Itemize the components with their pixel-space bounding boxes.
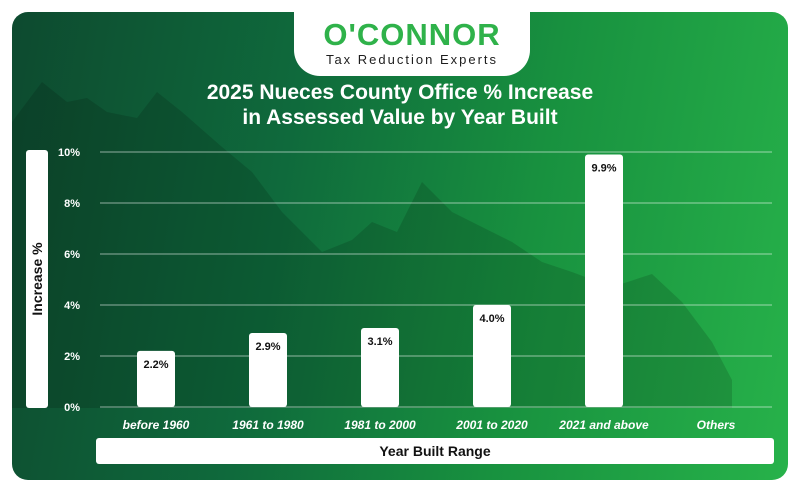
- x-axis-label: Year Built Range: [96, 438, 774, 464]
- x-tick-label: Others: [697, 418, 736, 432]
- bar-value-label: 9.9%: [591, 163, 616, 175]
- x-tick-label: before 1960: [123, 418, 190, 432]
- background-mountain-silhouette: [12, 82, 732, 408]
- bar: [585, 154, 623, 407]
- brand-tagline: Tax Reduction Experts: [325, 52, 499, 67]
- brand-name: O'CONNOR: [323, 17, 501, 52]
- chart-title-line2: in Assessed Value by Year Built: [242, 106, 558, 129]
- bar-value-label: 4.0%: [479, 313, 504, 325]
- y-tick-label: 8%: [64, 198, 80, 210]
- brand-logo: O'CONNOR Tax Reduction Experts: [294, 12, 530, 76]
- y-tick-label: 10%: [58, 147, 80, 159]
- x-tick-label: 2001 to 2020: [455, 418, 528, 432]
- y-tick-label: 2%: [64, 351, 80, 363]
- bar: [249, 333, 287, 407]
- x-tick-label: 2021 and above: [558, 418, 649, 432]
- y-axis-label-box: [26, 150, 48, 408]
- bar: [137, 350, 175, 407]
- bar-value-label: 2.2%: [143, 359, 168, 371]
- x-tick-label: 1961 to 1980: [232, 418, 304, 432]
- bar-value-label: 3.1%: [367, 336, 392, 348]
- bar: [361, 327, 399, 407]
- y-tick-label: 4%: [64, 300, 80, 312]
- y-tick-label: 0%: [64, 402, 80, 414]
- bar: [473, 305, 511, 407]
- bar-value-label: 2.9%: [255, 341, 280, 353]
- chart-title-line1: 2025 Nueces County Office % Increase: [206, 81, 594, 104]
- y-tick-label: 6%: [64, 249, 80, 261]
- x-tick-label: 1981 to 2000: [344, 418, 416, 432]
